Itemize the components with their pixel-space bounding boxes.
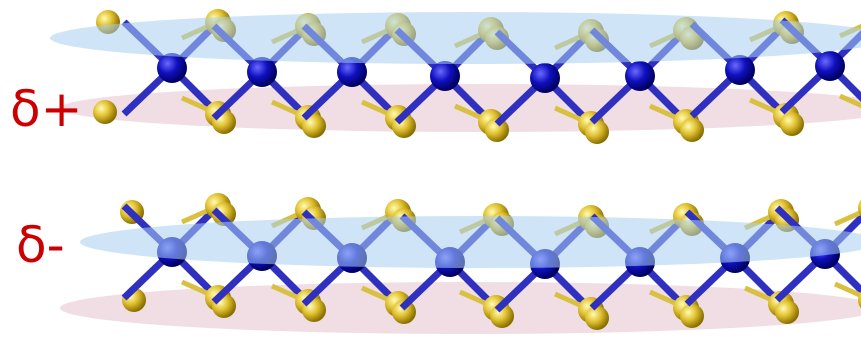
top-plane xyxy=(80,216,861,268)
structure-diagram: δ+ δ- xyxy=(0,0,861,354)
bottom-plane xyxy=(60,282,861,334)
top-plane xyxy=(50,12,861,64)
charge-label: δ- xyxy=(16,216,65,274)
atom xyxy=(93,100,117,124)
charge-label: δ+ xyxy=(10,80,83,138)
